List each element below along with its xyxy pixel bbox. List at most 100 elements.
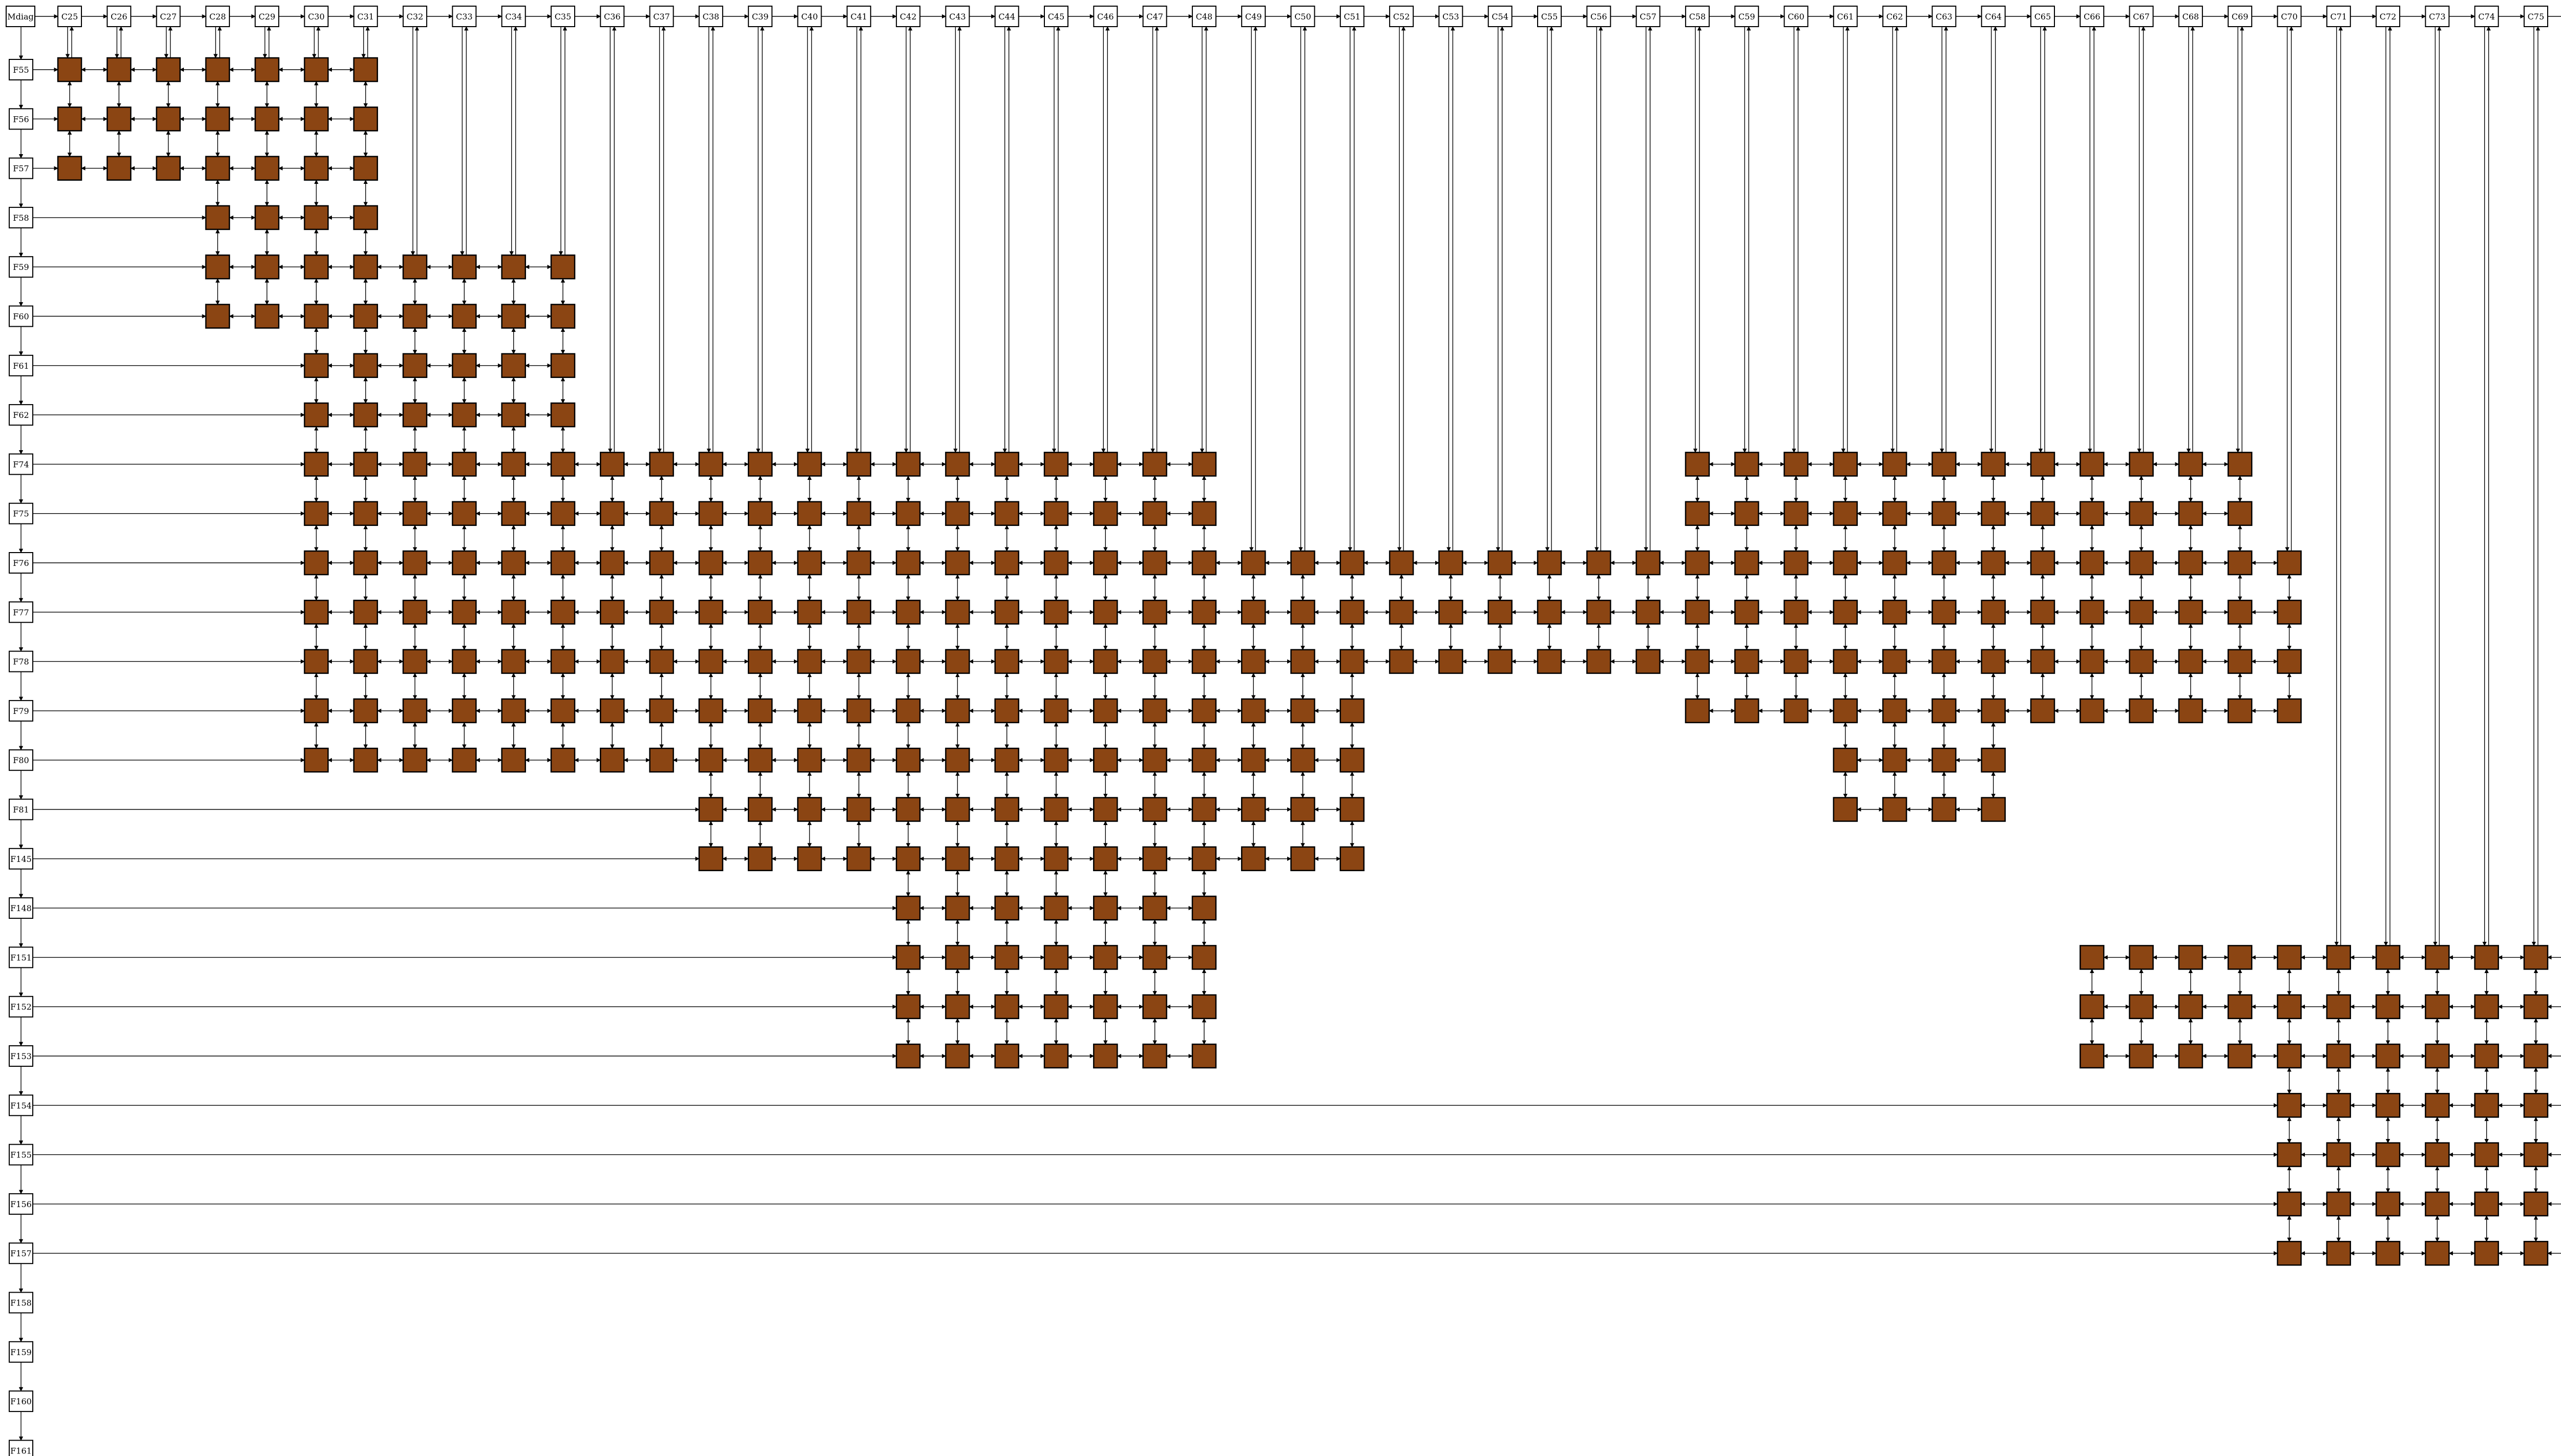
grid-cell — [353, 57, 379, 82]
row-label: F160 — [10, 1397, 32, 1406]
grid-cell — [402, 501, 428, 526]
row-label: F81 — [13, 805, 29, 815]
column-header-c32: C32 — [403, 6, 428, 27]
grid-cell — [1043, 649, 1069, 674]
grid-cell — [649, 698, 674, 724]
grid-cell — [2129, 452, 2154, 477]
grid-cell — [550, 747, 576, 773]
grid-cell — [2277, 945, 2302, 970]
column-header-c42: C42 — [896, 6, 921, 27]
grid-cell — [1241, 550, 1266, 576]
column-header-c37: C37 — [649, 6, 674, 27]
grid-cell — [747, 747, 773, 773]
column-label: C37 — [653, 12, 670, 22]
column-header-c59: C59 — [1734, 6, 1759, 27]
grid-cell — [1882, 452, 1907, 477]
grid-cell — [1438, 550, 1463, 576]
grid-cell — [353, 550, 379, 576]
grid-cell — [2178, 1043, 2203, 1069]
column-header-c58: C58 — [1685, 6, 1710, 27]
grid-cell — [1290, 649, 1315, 674]
grid-cell — [698, 452, 724, 477]
grid-cell — [1882, 797, 1907, 822]
grid-cell — [304, 698, 329, 724]
grid-cell — [747, 698, 773, 724]
grid-cell — [797, 550, 822, 576]
grid-cell — [895, 600, 921, 625]
grid-cell — [353, 402, 379, 428]
grid-cell — [353, 205, 379, 230]
grid-cell — [2227, 550, 2253, 576]
row-header-f79: F79 — [9, 700, 33, 722]
grid-cell — [600, 550, 625, 576]
grid-cell — [945, 945, 970, 970]
grid-cell — [994, 895, 1019, 921]
grid-cell — [2326, 994, 2352, 1019]
grid-cell — [1142, 550, 1167, 576]
grid-cell — [2080, 501, 2105, 526]
row-header-f145: F145 — [9, 848, 33, 870]
grid-cell — [452, 452, 477, 477]
column-label: C54 — [1492, 12, 1508, 22]
grid-cell — [797, 649, 822, 674]
grid-cell — [205, 304, 230, 329]
grid-cell — [945, 895, 970, 921]
row-header-f148: F148 — [9, 897, 33, 919]
grid-cell — [2227, 1043, 2253, 1069]
row-label: F74 — [13, 459, 29, 469]
grid-cell — [1783, 501, 1809, 526]
column-header-c36: C36 — [600, 6, 625, 27]
column-header-c62: C62 — [1882, 6, 1907, 27]
grid-cell — [2326, 1142, 2352, 1167]
grid-cell — [698, 501, 724, 526]
grid-cell — [2326, 1240, 2352, 1266]
grid-cell — [1833, 452, 1858, 477]
column-label: C62 — [1886, 12, 1903, 22]
grid-cell — [895, 698, 921, 724]
row-label: F61 — [13, 361, 29, 371]
row-header-f78: F78 — [9, 650, 33, 672]
grid-cell — [2030, 501, 2055, 526]
column-label: C70 — [2281, 12, 2298, 22]
column-label: C56 — [1590, 12, 1607, 22]
grid-cell — [304, 156, 329, 181]
grid-cell — [1241, 600, 1266, 625]
column-label: C46 — [1097, 12, 1114, 22]
column-label: C26 — [111, 12, 128, 22]
grid-cell — [353, 649, 379, 674]
column-label: C47 — [1146, 12, 1163, 22]
grid-cell — [1142, 895, 1167, 921]
grid-cell — [1043, 550, 1069, 576]
grid-cell — [846, 747, 872, 773]
column-label: C25 — [61, 12, 78, 22]
row-header-f59: F59 — [9, 256, 33, 278]
grid-cell — [2129, 600, 2154, 625]
row-label: F59 — [13, 262, 29, 272]
grid-cell — [2326, 1093, 2352, 1118]
grid-cell — [2375, 1191, 2401, 1217]
grid-cell — [747, 600, 773, 625]
grid-cell — [550, 550, 576, 576]
grid-cell — [156, 107, 181, 132]
grid-cell — [1685, 501, 1710, 526]
row-label: F156 — [10, 1199, 32, 1209]
column-header-c72: C72 — [2376, 6, 2401, 27]
grid-cell — [2080, 550, 2105, 576]
grid-cell — [698, 550, 724, 576]
grid-cell — [550, 254, 576, 280]
grid-cell — [1389, 649, 1414, 674]
grid-cell — [452, 353, 477, 378]
grid-cell — [550, 353, 576, 378]
grid-cell — [2227, 649, 2253, 674]
column-label: C52 — [1393, 12, 1410, 22]
grid-cell — [2425, 1191, 2450, 1217]
grid-cell — [1043, 698, 1069, 724]
grid-cell — [1339, 747, 1365, 773]
column-header-c60: C60 — [1783, 6, 1809, 27]
grid-cell — [2425, 1240, 2450, 1266]
grid-cell — [797, 698, 822, 724]
edge-layer — [18, 14, 2561, 1441]
grid-cell — [107, 156, 132, 181]
row-header-f159: F159 — [9, 1341, 33, 1363]
grid-cell — [895, 550, 921, 576]
